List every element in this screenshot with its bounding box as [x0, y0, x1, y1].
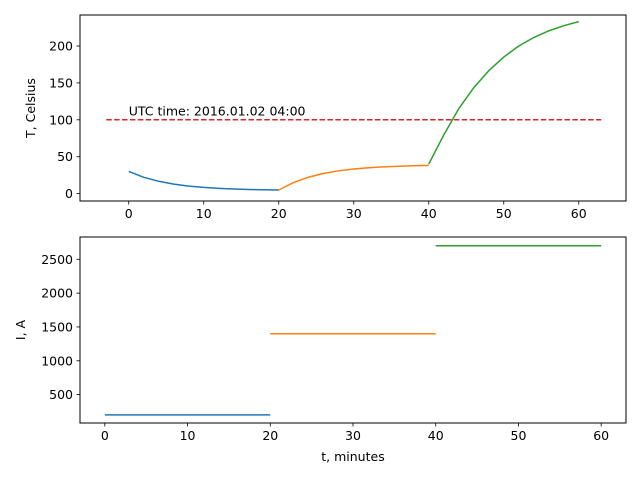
y-tick-label: 1500 — [41, 319, 73, 334]
current-series — [104, 245, 602, 416]
x-tick-label: 50 — [496, 206, 512, 221]
temperature-series — [106, 20, 602, 191]
x-tick-label: 10 — [180, 428, 196, 443]
x-tick-label: 30 — [346, 206, 362, 221]
x-tick-label: 60 — [571, 206, 587, 221]
y-tick-label: 0 — [65, 186, 73, 201]
y-tick-label: 100 — [49, 112, 73, 127]
x-tick-label: 40 — [421, 206, 437, 221]
series-line-1 — [128, 170, 279, 191]
utc-time-annotation: UTC time: 2016.01.02 04:00 — [129, 103, 306, 118]
time-x-axis-label: t, minutes — [321, 449, 384, 464]
x-tick-label: 30 — [345, 428, 361, 443]
x-tick-label: 20 — [262, 428, 278, 443]
x-tick-label: 0 — [125, 206, 133, 221]
series-line-2 — [278, 164, 429, 191]
temperature-ticks: 0 10 20 30 40 50 60 0 50 100 150 200 — [49, 39, 587, 222]
x-tick-label: 40 — [428, 428, 444, 443]
temperature-y-axis-label: T, Celsius — [23, 78, 38, 139]
x-tick-label: 60 — [593, 428, 609, 443]
x-tick-label: 0 — [101, 428, 109, 443]
current-y-axis-label: I, A — [13, 319, 28, 340]
y-tick-label: 1000 — [41, 353, 73, 368]
temperature-axes-frame — [79, 14, 627, 202]
x-tick-label: 20 — [271, 206, 287, 221]
y-tick-label: 500 — [49, 387, 73, 402]
y-tick-label: 200 — [49, 39, 73, 54]
current-axes-frame — [79, 236, 627, 424]
current-ticks: 0 10 20 30 40 50 60 500 1000 1500 2000 2500 — [41, 252, 609, 443]
y-tick-label: 2000 — [41, 286, 73, 301]
y-tick-label: 150 — [49, 75, 73, 90]
temperature-plot: UTC time: 2016.01.02 04:00 0 10 20 30 40 50 60… — [23, 14, 627, 222]
series-line-3 — [428, 20, 579, 165]
x-tick-label: 50 — [511, 428, 527, 443]
y-tick-label: 50 — [57, 149, 73, 164]
x-tick-label: 10 — [196, 206, 212, 221]
y-tick-label: 2500 — [41, 252, 73, 267]
current-plot: 0 10 20 30 40 50 60 500 1000 1500 2000 2500 I, A t,… — [13, 236, 627, 464]
